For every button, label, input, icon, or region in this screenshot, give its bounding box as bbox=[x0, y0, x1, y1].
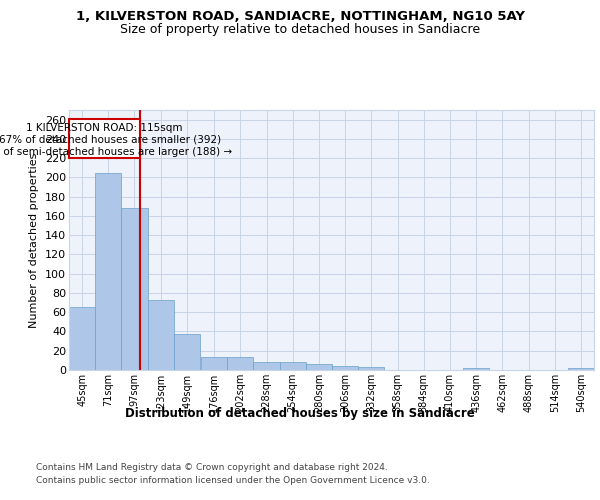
Text: 1 KILVERSTON ROAD: 115sqm: 1 KILVERSTON ROAD: 115sqm bbox=[26, 122, 182, 132]
Bar bbox=[121, 208, 148, 370]
Bar bbox=[463, 368, 489, 370]
Bar bbox=[69, 118, 140, 158]
Bar bbox=[148, 300, 174, 370]
Text: Size of property relative to detached houses in Sandiacre: Size of property relative to detached ho… bbox=[120, 22, 480, 36]
Text: Contains public sector information licensed under the Open Government Licence v3: Contains public sector information licen… bbox=[36, 476, 430, 485]
Bar bbox=[227, 356, 253, 370]
Bar bbox=[253, 362, 280, 370]
Bar bbox=[568, 368, 594, 370]
Bar bbox=[95, 172, 121, 370]
Bar bbox=[201, 356, 227, 370]
Text: 32% of semi-detached houses are larger (188) →: 32% of semi-detached houses are larger (… bbox=[0, 147, 232, 157]
Text: 1, KILVERSTON ROAD, SANDIACRE, NOTTINGHAM, NG10 5AY: 1, KILVERSTON ROAD, SANDIACRE, NOTTINGHA… bbox=[76, 10, 524, 23]
Text: Distribution of detached houses by size in Sandiacre: Distribution of detached houses by size … bbox=[125, 408, 475, 420]
Bar bbox=[358, 367, 385, 370]
Bar bbox=[306, 364, 332, 370]
Bar bbox=[174, 334, 200, 370]
Text: ← 67% of detached houses are smaller (392): ← 67% of detached houses are smaller (39… bbox=[0, 135, 221, 145]
Bar bbox=[69, 308, 95, 370]
Text: Contains HM Land Registry data © Crown copyright and database right 2024.: Contains HM Land Registry data © Crown c… bbox=[36, 462, 388, 471]
Bar bbox=[332, 366, 358, 370]
Y-axis label: Number of detached properties: Number of detached properties bbox=[29, 152, 40, 328]
Bar bbox=[280, 362, 306, 370]
